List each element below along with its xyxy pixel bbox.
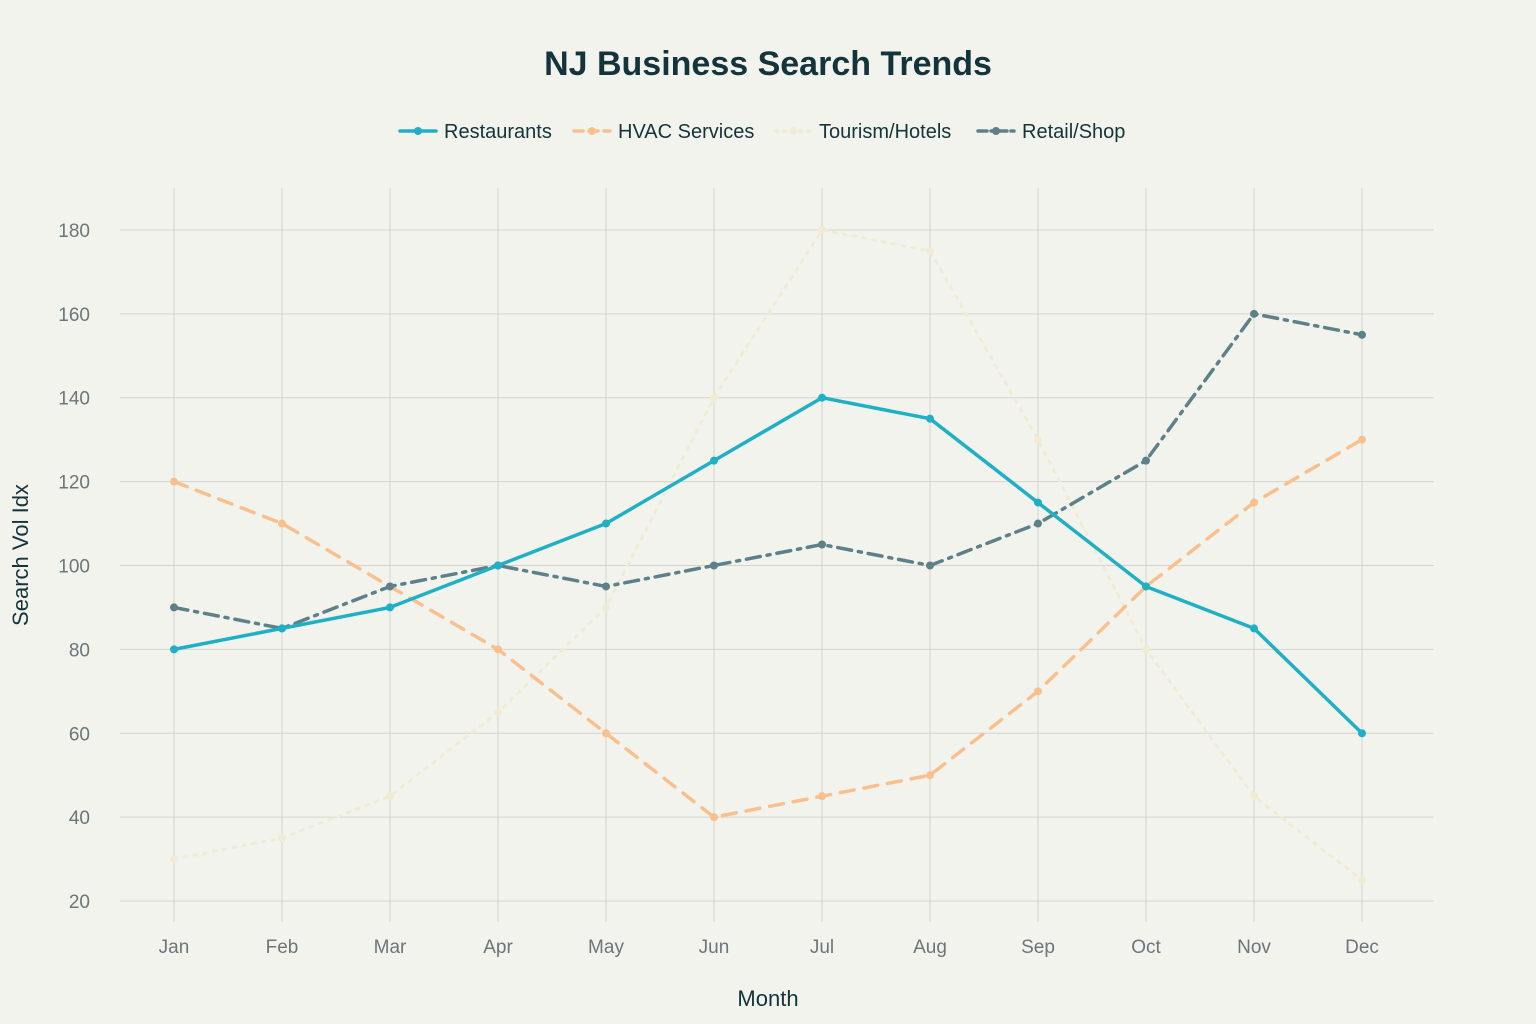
data-point-hvac-services	[170, 477, 178, 486]
series-hvac-services	[170, 435, 1366, 822]
data-point-retail-shop	[926, 561, 934, 570]
data-point-tourism-hotels	[1358, 876, 1366, 885]
legend-label: Tourism/Hotels	[819, 121, 951, 143]
data-point-restaurants	[1250, 624, 1258, 633]
legend-label: Retail/Shop	[1022, 121, 1125, 143]
data-point-tourism-hotels	[386, 792, 394, 801]
y-tick-label: 160	[58, 305, 90, 326]
data-point-tourism-hotels	[278, 834, 286, 843]
y-axis-title: Search Vol Idx	[8, 484, 33, 626]
data-point-restaurants	[170, 645, 178, 654]
data-point-tourism-hotels	[818, 225, 826, 234]
y-tick-label: 20	[69, 892, 90, 913]
x-axis-ticks: Jan Feb Mar Apr May Jun Jul Aug Sep Oct Nov Dec	[159, 937, 1379, 958]
data-point-hvac-services	[926, 771, 934, 780]
data-point-tourism-hotels	[494, 708, 502, 717]
data-point-hvac-services	[818, 792, 826, 801]
legend-item-retail-shop[interactable]: Retail/Shop	[976, 121, 1125, 143]
data-point-restaurants	[818, 393, 826, 402]
y-axis-ticks: 20 40 60 80 100 120 140 160 180	[58, 221, 90, 913]
legend-swatch-marker	[414, 127, 422, 135]
data-point-retail-shop	[1142, 456, 1150, 465]
data-point-tourism-hotels	[170, 855, 178, 864]
series-line-restaurants	[172, 395, 1364, 736]
legend-label: HVAC Services	[618, 121, 754, 143]
data-point-restaurants	[278, 624, 286, 633]
data-point-restaurants	[926, 414, 934, 423]
x-tick-label: Jun	[699, 937, 730, 958]
data-point-restaurants	[386, 603, 394, 612]
x-axis-title: Month	[737, 986, 798, 1011]
series-line-tourism-hotels	[172, 228, 1364, 882]
legend-item-tourism-hotels[interactable]: Tourism/Hotels	[773, 121, 951, 143]
data-point-restaurants	[1034, 498, 1042, 507]
series-retail-shop	[170, 309, 1366, 633]
data-point-hvac-services	[1250, 498, 1258, 507]
x-tick-label: Mar	[374, 937, 407, 958]
data-point-tourism-hotels	[1034, 435, 1042, 444]
legend-swatch-marker	[992, 127, 1000, 135]
y-tick-label: 80	[69, 640, 90, 661]
series-tourism-hotels	[170, 225, 1366, 885]
data-point-restaurants	[1142, 582, 1150, 591]
data-point-tourism-hotels	[710, 393, 718, 402]
data-point-hvac-services	[710, 813, 718, 822]
data-point-hvac-services	[1358, 435, 1366, 444]
x-tick-label: Aug	[913, 937, 947, 958]
y-tick-label: 60	[69, 724, 90, 745]
data-point-hvac-services	[494, 645, 502, 654]
x-tick-label: Apr	[483, 937, 513, 958]
data-point-retail-shop	[170, 603, 178, 612]
y-tick-label: 120	[58, 473, 90, 494]
data-point-retail-shop	[1034, 519, 1042, 528]
x-tick-label: May	[588, 937, 624, 958]
series-line-retail-shop	[172, 312, 1364, 631]
data-point-restaurants	[1358, 729, 1366, 738]
data-point-retail-shop	[818, 540, 826, 549]
data-point-hvac-services	[278, 519, 286, 528]
grid	[120, 188, 1434, 922]
x-tick-label: Sep	[1021, 937, 1055, 958]
data-point-retail-shop	[1250, 309, 1258, 318]
y-tick-label: 140	[58, 389, 90, 410]
data-point-retail-shop	[602, 582, 610, 591]
x-tick-label: Dec	[1345, 937, 1379, 958]
data-point-tourism-hotels	[1142, 645, 1150, 654]
data-point-retail-shop	[710, 561, 718, 570]
data-point-retail-shop	[386, 582, 394, 591]
chart-title: NJ Business Search Trends	[544, 45, 992, 83]
series-restaurants	[170, 393, 1366, 738]
data-point-restaurants	[494, 561, 502, 570]
y-tick-label: 100	[58, 556, 90, 577]
x-tick-label: Jul	[810, 937, 834, 958]
data-point-tourism-hotels	[602, 603, 610, 612]
legend-item-hvac-services[interactable]: HVAC Services	[572, 121, 754, 143]
data-point-hvac-services	[602, 729, 610, 738]
x-tick-label: Jan	[159, 937, 190, 958]
x-tick-label: Nov	[1237, 937, 1271, 958]
series-lines	[170, 225, 1366, 885]
legend-item-restaurants[interactable]: Restaurants	[398, 121, 552, 143]
data-point-restaurants	[710, 456, 718, 465]
data-point-tourism-hotels	[1250, 792, 1258, 801]
data-point-tourism-hotels	[926, 246, 934, 255]
legend[interactable]: Restaurants HVAC Services Tourism/Hotels Re…	[398, 121, 1125, 143]
y-tick-label: 180	[58, 221, 90, 242]
y-tick-label: 40	[69, 808, 90, 829]
x-tick-label: Feb	[266, 937, 299, 958]
legend-swatch-marker	[789, 127, 797, 135]
x-tick-label: Oct	[1131, 937, 1161, 958]
legend-label: Restaurants	[444, 121, 552, 143]
data-point-hvac-services	[1034, 687, 1042, 696]
data-point-retail-shop	[1358, 330, 1366, 339]
series-line-hvac-services	[172, 437, 1364, 819]
legend-swatch-marker	[588, 127, 596, 135]
data-point-restaurants	[602, 519, 610, 528]
